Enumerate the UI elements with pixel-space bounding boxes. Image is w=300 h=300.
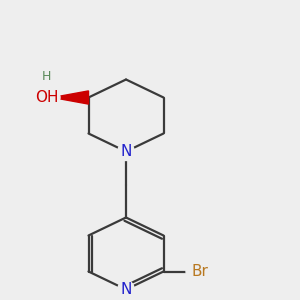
Ellipse shape bbox=[33, 88, 60, 106]
Text: N: N bbox=[120, 282, 132, 297]
Ellipse shape bbox=[118, 280, 134, 298]
Text: Br: Br bbox=[191, 264, 208, 279]
Text: N: N bbox=[120, 144, 132, 159]
Ellipse shape bbox=[186, 262, 213, 280]
Text: H: H bbox=[42, 70, 51, 83]
Ellipse shape bbox=[118, 142, 134, 160]
Polygon shape bbox=[52, 91, 88, 104]
Text: OH: OH bbox=[35, 90, 58, 105]
Ellipse shape bbox=[38, 68, 55, 85]
